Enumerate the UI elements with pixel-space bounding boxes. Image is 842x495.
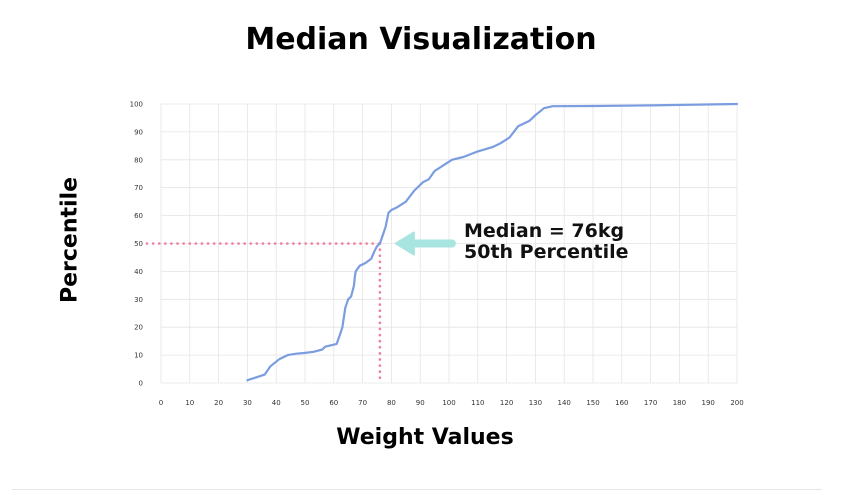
y-tick-label: 50	[134, 240, 143, 248]
arrow-head	[394, 231, 415, 256]
x-tick-label: 90	[416, 399, 425, 407]
series-group	[246, 102, 739, 382]
y-tick-label: 60	[134, 212, 143, 220]
median-annotation-line2: 50th Percentile	[464, 241, 629, 263]
x-tick-label: 80	[387, 399, 396, 407]
x-tick-label: 110	[471, 399, 484, 407]
y-tick-label: 0	[139, 380, 143, 388]
x-tick-label: 190	[702, 399, 715, 407]
median-annotation: Median = 76kg 50th Percentile	[464, 221, 629, 263]
y-tick-label: 100	[130, 101, 143, 109]
x-tick-label: 170	[644, 399, 657, 407]
x-tick-label: 120	[500, 399, 513, 407]
x-tick-label: 150	[586, 399, 599, 407]
x-axis-label: Weight Values	[336, 425, 514, 450]
y-tick-label: 20	[134, 324, 143, 332]
series-line	[246, 102, 739, 382]
y-tick-label: 90	[134, 128, 143, 136]
y-tick-labels: 0 10 20 30 40 50 60 70 80 90 100	[130, 101, 143, 388]
x-tick-labels: 0 10 20 30 40 50 60 70 80 90 100 110 120 130 140 150 160…	[159, 399, 744, 407]
median-annotation-line1: Median = 76kg	[464, 220, 625, 242]
x-tick-label: 140	[558, 399, 571, 407]
y-tick-label: 10	[134, 352, 143, 360]
x-tick-label: 40	[272, 399, 281, 407]
median-arrow	[394, 231, 456, 256]
x-tick-label: 20	[214, 399, 223, 407]
x-tick-label: 0	[159, 399, 163, 407]
chart-title: Median Visualization	[245, 22, 597, 57]
x-tick-label: 30	[243, 399, 252, 407]
x-tick-label: 180	[673, 399, 686, 407]
x-tick-label: 70	[358, 399, 367, 407]
x-tick-label: 160	[615, 399, 628, 407]
bottom-divider	[12, 489, 822, 490]
x-tick-label: 130	[529, 399, 542, 407]
median-guides	[145, 242, 382, 385]
x-tick-label: 50	[301, 399, 310, 407]
y-tick-label: 80	[134, 156, 143, 164]
x-tick-label: 200	[730, 399, 743, 407]
y-tick-label: 40	[134, 268, 143, 276]
x-tick-label: 10	[185, 399, 194, 407]
y-tick-label: 70	[134, 184, 143, 192]
x-tick-label: 100	[442, 399, 455, 407]
y-tick-label: 30	[134, 296, 143, 304]
x-tick-label: 60	[329, 399, 338, 407]
